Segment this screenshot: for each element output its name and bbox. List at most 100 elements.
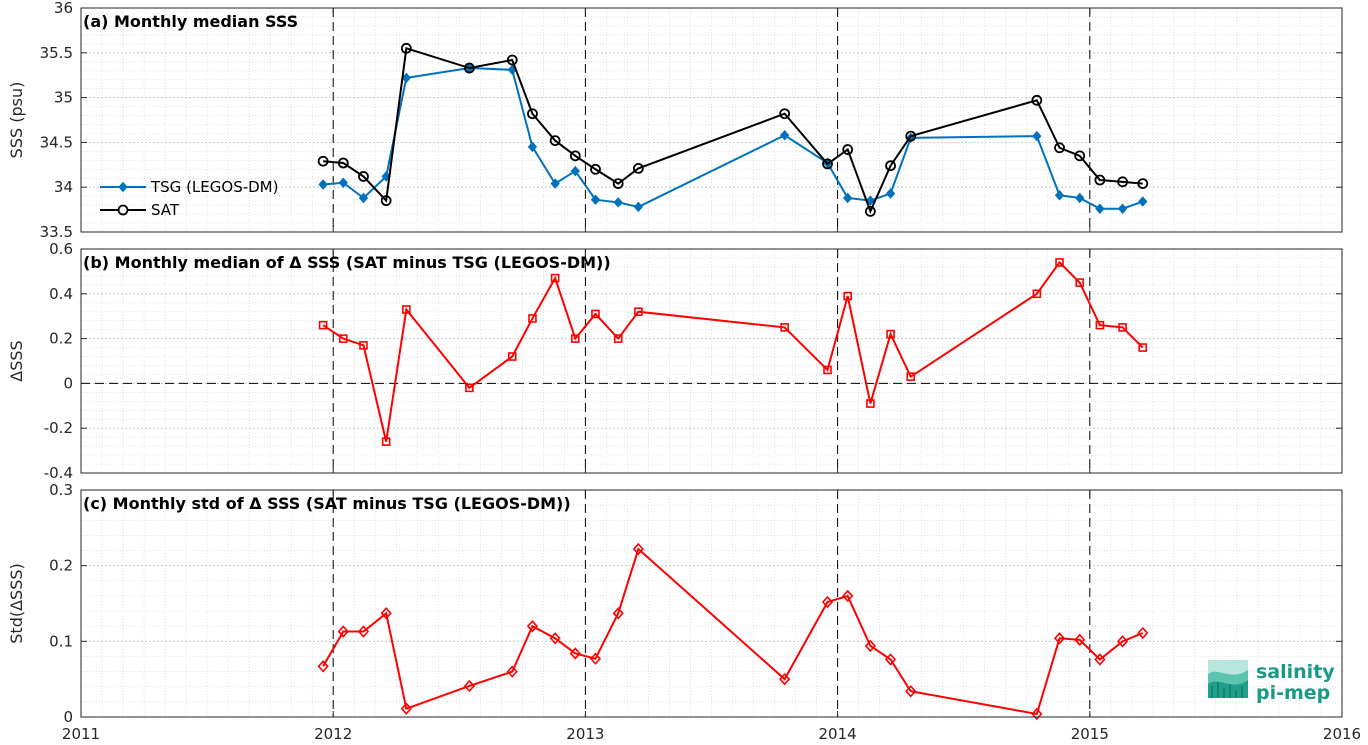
series-1-0 <box>318 258 1148 446</box>
data-point-0-1-5 <box>463 62 475 74</box>
ytick-label-0-0: 33.5 <box>40 223 73 241</box>
ytick-label-1-0: -0.4 <box>44 464 73 482</box>
data-point-0-1-7 <box>527 108 538 120</box>
legend-label-1: SAT <box>151 201 180 219</box>
panel-a: 33.5 34 34.5 35 35.5 36 SSS (psu) (a) Monthly m… <box>7 0 1343 241</box>
ytick-label-2-3: 0.3 <box>49 481 73 499</box>
data-point-1-0-4 <box>402 305 411 314</box>
data-point-0-0-2 <box>358 192 369 204</box>
ytick-label-0-1: 34 <box>54 178 73 196</box>
data-point-0-1-13 <box>779 108 791 120</box>
ticks <box>80 489 1343 718</box>
ytick-label-1-1: -0.2 <box>44 419 73 437</box>
panel-c: 0 0.1 0.2 0.3 2011 2012 2013 2014 2015 2016 Std(ΔS… <box>7 481 1361 743</box>
data-point-0-1-19 <box>1031 94 1043 106</box>
data-point-0-0-15 <box>843 192 853 204</box>
xtick-label-0: 2011 <box>62 725 100 743</box>
legend: TSG (LEGOS-DM) SAT <box>100 178 278 219</box>
data-point-1-0-11 <box>613 334 623 343</box>
data-point-0-0-19 <box>1032 130 1042 142</box>
data-point-0-0-4 <box>401 72 412 84</box>
data-point-0-1-3 <box>380 195 392 207</box>
data-point-2-0-15 <box>842 589 854 603</box>
data-point-2-0-12 <box>632 542 644 556</box>
data-point-0-1-4 <box>400 42 412 54</box>
data-point-1-0-15 <box>843 291 852 301</box>
data-point-0-0-20 <box>1054 190 1065 201</box>
data-point-1-0-14 <box>823 365 832 375</box>
panel-title-2: (c) Monthly std of Δ SSS (SAT minus TSG … <box>83 494 571 513</box>
data-point-1-0-21 <box>1075 278 1085 287</box>
y-axis-label-1: ΔSSS <box>7 340 26 381</box>
data-point-1-0-20 <box>1055 258 1064 267</box>
data-point-1-0-16 <box>866 399 875 408</box>
data-point-2-0-20 <box>1053 632 1066 645</box>
data-point-2-0-22 <box>1094 653 1106 666</box>
year-lines <box>332 249 1091 473</box>
ytick-label-1-5: 0.6 <box>49 240 73 258</box>
data-point-1-0-5 <box>465 383 474 393</box>
data-point-0-1-9 <box>569 150 581 162</box>
data-point-1-0-9 <box>571 334 580 343</box>
data-point-2-0-6 <box>506 665 518 678</box>
series-2-0 <box>317 542 1149 721</box>
data-point-0-0-9 <box>570 165 580 177</box>
ytick-label-0-4: 35.5 <box>40 44 73 62</box>
series-line <box>322 260 1144 442</box>
series-line <box>323 47 1143 215</box>
data-point-2-0-14 <box>821 595 834 609</box>
data-point-0-1-11 <box>612 178 624 190</box>
ytick-label-1-4: 0.4 <box>49 285 73 303</box>
data-point-0-0-22 <box>1095 203 1105 214</box>
data-point-0-1-8 <box>549 135 561 147</box>
ticks <box>80 7 1343 233</box>
ytick-label-1-3: 0.2 <box>49 330 73 348</box>
data-point-2-0-5 <box>463 679 475 693</box>
data-point-0-1-16 <box>864 205 876 217</box>
y-axis-label-2: Std(ΔSSS) <box>7 563 26 643</box>
data-point-2-0-10 <box>589 652 602 665</box>
data-point-0-0-7 <box>527 141 538 153</box>
data-point-0-0-16 <box>865 195 876 206</box>
data-point-0-1-17 <box>885 160 896 172</box>
legend-marker-1 <box>117 204 129 216</box>
data-point-0-1-23 <box>1117 176 1128 188</box>
data-point-0-0-23 <box>1117 203 1128 214</box>
data-point-1-0-12 <box>634 307 643 317</box>
xtick-label-2: 2013 <box>566 725 604 743</box>
ytick-label-0-2: 34.5 <box>40 133 73 151</box>
series-line <box>322 547 1144 716</box>
data-point-1-0-7 <box>528 314 537 323</box>
data-point-2-0-13 <box>779 672 791 686</box>
data-point-1-0-24 <box>1138 343 1148 352</box>
logo-line2: pi-mep <box>1256 682 1330 704</box>
xtick-label-1: 2012 <box>314 725 352 743</box>
ticks <box>80 248 1343 474</box>
series-0-0 <box>318 62 1148 214</box>
panel-b: -0.4 -0.2 0 0.2 0.4 0.6 ΔSSS (b) Monthly median… <box>7 240 1343 482</box>
data-point-2-0-24 <box>1137 626 1149 640</box>
data-point-1-0-8 <box>550 273 560 283</box>
data-point-2-0-0 <box>317 660 329 673</box>
data-point-0-1-14 <box>822 158 833 170</box>
data-point-0-0-21 <box>1075 192 1085 204</box>
ytick-label-0-5: 36 <box>54 0 73 17</box>
data-point-1-0-18 <box>906 372 916 381</box>
data-point-1-0-10 <box>591 309 600 319</box>
data-point-1-0-3 <box>381 437 391 446</box>
data-point-1-0-17 <box>886 329 895 339</box>
data-point-0-1-12 <box>632 162 644 174</box>
plot-frame <box>80 489 1343 718</box>
data-point-0-1-2 <box>358 171 369 182</box>
data-point-1-0-19 <box>1032 289 1042 299</box>
ytick-label-2-2: 0.2 <box>49 557 73 575</box>
xtick-label-4: 2015 <box>1071 725 1109 743</box>
ytick-label-2-1: 0.1 <box>49 632 73 650</box>
series-0-1 <box>317 42 1149 217</box>
data-point-0-0-0 <box>318 179 328 190</box>
logo-line1: salinity <box>1256 661 1335 683</box>
data-point-0-1-22 <box>1094 174 1106 186</box>
data-point-2-0-16 <box>864 639 876 653</box>
data-point-2-0-21 <box>1074 633 1086 647</box>
data-point-0-0-8 <box>550 178 560 189</box>
